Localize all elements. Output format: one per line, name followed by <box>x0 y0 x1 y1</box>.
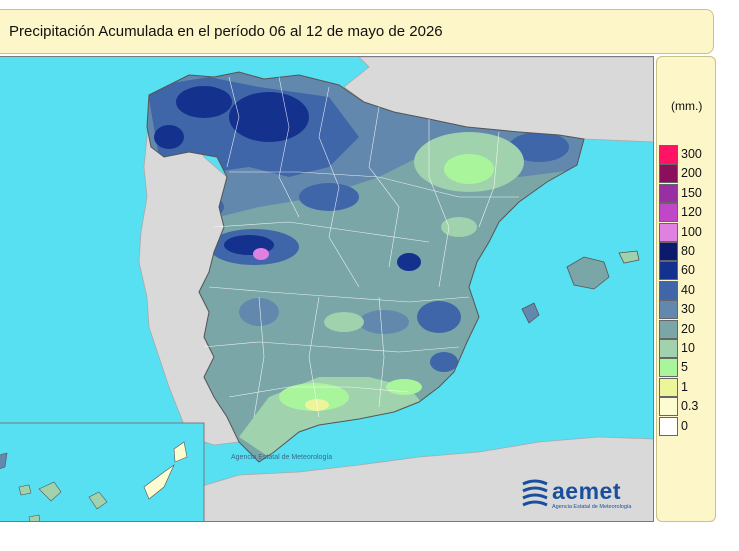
menorca-island <box>618 250 640 264</box>
mallorca-island <box>566 256 610 290</box>
legend-label: 60 <box>681 263 695 278</box>
legend-label: 120 <box>681 205 702 220</box>
legend-label: 40 <box>681 282 695 297</box>
legend-swatch <box>659 261 678 281</box>
legend-class: 200 <box>659 164 715 184</box>
title-bar: Precipitación Acumulada en el período 06… <box>0 9 714 54</box>
agency-credit: Agencia Estatal de Meteorología <box>231 454 333 461</box>
canary-islands <box>0 441 188 521</box>
legend-class: 20 <box>659 319 715 339</box>
legend-swatch <box>659 416 678 436</box>
legend-unit: (mm.) <box>671 99 703 113</box>
legend-swatch <box>659 183 678 203</box>
legend-swatch <box>659 377 678 397</box>
legend-class: 300 <box>659 145 715 164</box>
legend-label: 0 <box>681 418 688 433</box>
legend-label: 5 <box>681 360 688 375</box>
legend-class: 120 <box>659 203 715 223</box>
aemet-logo: aemet Agencia Estatal de Meteorología <box>520 478 640 512</box>
legend-label: 150 <box>681 185 702 200</box>
legend-swatch <box>659 319 678 339</box>
legend-swatch <box>659 300 678 320</box>
legend-class: 0.3 <box>659 397 715 417</box>
spain-outline <box>146 71 585 463</box>
legend-swatch <box>659 145 678 164</box>
legend-label: 80 <box>681 244 695 258</box>
legend-class: 40 <box>659 280 715 300</box>
legend-swatch <box>659 222 678 242</box>
legend-swatch <box>659 280 678 300</box>
legend-class: 80 <box>659 242 715 261</box>
legend-label: 1 <box>681 379 688 394</box>
legend-class: 100 <box>659 222 715 242</box>
legend-swatch <box>659 203 678 223</box>
legend-class: 5 <box>659 358 715 378</box>
aemet-logo-icon <box>522 479 548 507</box>
legend-swatch <box>659 397 678 417</box>
province-boundaries <box>203 76 519 418</box>
map-frame <box>0 56 654 522</box>
legend-label: 30 <box>681 302 695 317</box>
legend-label: 0.3 <box>681 399 699 414</box>
canary-inset <box>0 422 205 521</box>
legend-swatch <box>659 242 678 261</box>
legend-swatch <box>659 164 678 184</box>
legend-swatch <box>659 358 678 378</box>
aemet-wordmark: aemet <box>552 478 621 504</box>
spain-precipitation <box>147 72 584 462</box>
legend-class: 0 <box>659 416 715 436</box>
map-title: Precipitación Acumulada en el período 06… <box>9 23 443 40</box>
aemet-subtitle: Agencia Estatal de Meteorología <box>552 504 632 510</box>
legend-class: 10 <box>659 339 715 358</box>
africa-area <box>179 436 653 521</box>
ibiza-island <box>521 302 540 324</box>
legend-class: 150 <box>659 183 715 203</box>
legend-label: 300 <box>681 147 702 161</box>
legend-label: 20 <box>681 321 695 336</box>
legend-swatch <box>659 339 678 358</box>
legend-class: 30 <box>659 300 715 320</box>
legend-panel: (mm.) 300 200 150 120 100 80 60 40 30 20 10 5 1 0.3 0 <box>656 56 716 522</box>
legend-class: 1 <box>659 377 715 397</box>
precipitation-map <box>0 57 653 521</box>
legend-label: 10 <box>681 341 695 355</box>
legend-class: 60 <box>659 261 715 281</box>
legend-label: 200 <box>681 166 702 181</box>
legend-label: 100 <box>681 224 702 239</box>
